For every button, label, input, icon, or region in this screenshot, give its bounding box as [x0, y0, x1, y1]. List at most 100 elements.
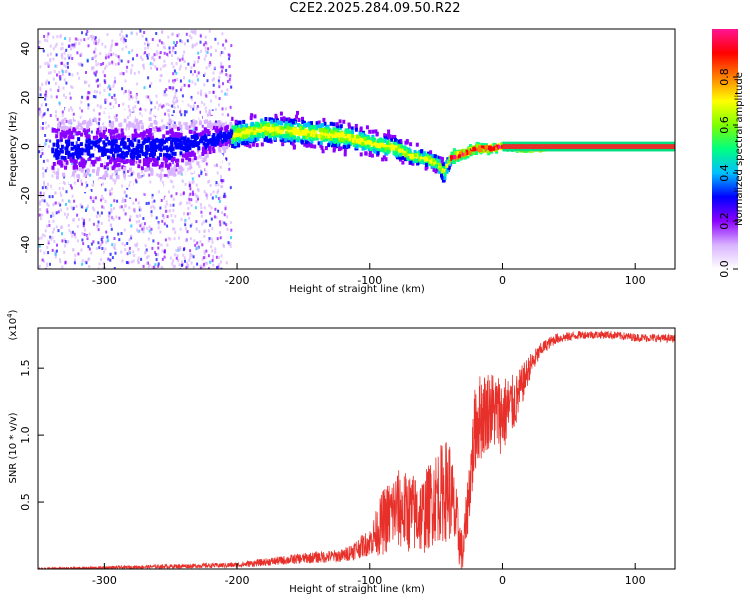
spectrogram-track-cell	[276, 129, 280, 134]
spectrogram-track-cell	[118, 147, 122, 152]
spectrogram-track-cell	[94, 143, 98, 148]
spectrogram-track-cell	[98, 146, 102, 151]
spectrogram-noise-cell	[46, 61, 49, 65]
spectrogram-noise-cell	[63, 175, 66, 179]
spectrogram-track-cell	[68, 180, 72, 185]
spectrogram-track-cell	[253, 130, 257, 135]
spectrogram-track-cell	[300, 139, 304, 144]
spectrogram-noise-cell	[64, 70, 67, 74]
spectrogram-track-cell	[99, 126, 103, 131]
spectrogram-noise-cell	[203, 206, 206, 210]
spectrogram-noise-cell	[154, 65, 157, 69]
spectrogram-track-cell	[301, 116, 304, 121]
spectrogram-noise-cell	[174, 51, 177, 55]
spectrogram-noise-cell	[90, 251, 93, 255]
spectrogram-noise-cell	[207, 239, 210, 243]
spectrogram-noise-cell	[183, 220, 186, 224]
spectrogram-noise-cell	[217, 189, 220, 193]
spectrogram-noise-cell	[55, 42, 58, 46]
spectrogram-track-cell	[270, 117, 273, 122]
spectrogram-noise-cell	[151, 56, 153, 60]
spectrogram-noise-cell	[189, 249, 192, 253]
spectrogram-noise-cell	[51, 236, 54, 240]
spectrogram-track-cell	[85, 188, 89, 193]
spectrogram-noise-cell	[155, 155, 158, 159]
spectrogram-track-cell	[140, 132, 144, 137]
spectrogram-noise-cell	[189, 183, 192, 187]
spectrogram-noise-cell	[108, 211, 111, 215]
spectrogram-noise-cell	[221, 65, 224, 69]
spectrogram-noise-cell	[92, 183, 95, 187]
spectrogram-noise-cell	[176, 105, 179, 109]
spectrogram-noise-cell	[229, 242, 232, 245]
spectrogram-noise-cell	[73, 45, 76, 49]
spectrogram-track-cell	[56, 191, 60, 196]
spectrogram-track-cell	[178, 121, 182, 126]
spectrogram-noise-cell	[49, 139, 52, 143]
spectrogram-track-cell	[339, 124, 343, 129]
spectrogram-noise-cell	[109, 252, 112, 256]
colorbar-tick-label: 0.0	[718, 260, 731, 278]
spectrogram-noise-cell	[159, 51, 162, 55]
spectrogram-track-cell	[423, 159, 427, 164]
spectrogram-noise-cell	[183, 60, 186, 64]
spectrogram-noise-cell	[49, 59, 52, 63]
spectrogram-track-cell	[316, 124, 320, 129]
spectrogram-track-cell	[174, 132, 178, 136]
spectrogram-noise-cell	[44, 169, 47, 173]
spectrogram-track-cell	[250, 113, 254, 118]
spectrogram-track-cell	[329, 136, 333, 141]
spectrogram-noise-cell	[211, 249, 214, 253]
spectrogram-noise-cell	[106, 55, 109, 59]
spectrogram-noise-cell	[109, 85, 112, 89]
spectrogram-noise-cell	[176, 99, 179, 103]
spectrogram-noise-cell	[204, 256, 207, 260]
spectrogram-noise-cell	[51, 174, 54, 178]
spectrogram-track-cell	[185, 117, 189, 122]
spectrogram-track-cell	[276, 120, 280, 124]
spectrogram-noise-cell	[202, 256, 205, 260]
spectrogram-track-cell	[67, 142, 71, 147]
spectrogram-noise-cell	[159, 172, 162, 176]
spectrogram-track-cell	[195, 163, 199, 168]
spectrogram-track-cell	[370, 147, 374, 152]
spectrogram-noise-cell	[225, 39, 228, 43]
spectrogram-noise-cell	[60, 193, 63, 197]
spectrogram-noise-cell	[95, 70, 98, 74]
spectrogram-track-cell	[401, 160, 405, 165]
spectrogram-track-cell	[147, 157, 151, 162]
spectrogram-noise-cell	[54, 171, 57, 175]
spectrogram-noise-cell	[153, 114, 155, 118]
spectrogram-track-cell	[329, 141, 333, 145]
spectrogram-track-cell	[54, 152, 58, 157]
spectrogram-noise-cell	[108, 218, 111, 222]
spectrogram-track-cell	[333, 139, 337, 144]
spectrogram-noise-cell	[160, 74, 163, 77]
spectrogram-track-cell	[359, 126, 363, 131]
spectrogram-noise-cell	[49, 262, 51, 266]
spectrogram-noise-cell	[212, 83, 215, 87]
spectrogram-noise-cell	[189, 237, 192, 241]
spectrogram-noise-cell	[43, 251, 46, 255]
spectrogram-noise-cell	[222, 195, 225, 199]
spectrogram-noise-cell	[162, 45, 165, 49]
spectrogram-noise-cell	[104, 188, 107, 192]
spectrogram-track-cell	[68, 128, 72, 133]
spectrogram-noise-cell	[86, 204, 89, 208]
spectrogram-track-cell	[63, 156, 67, 160]
spectrogram-track-cell	[76, 125, 80, 130]
spectrogram-noise-cell	[228, 80, 231, 84]
spectrogram-noise-cell	[211, 259, 214, 263]
spectrogram-track-cell	[421, 152, 425, 156]
spectrogram-noise-cell	[68, 200, 71, 204]
spectrogram-noise-cell	[57, 201, 60, 205]
spectrogram-noise-cell	[138, 208, 141, 212]
spectrogram-track-cell	[429, 162, 433, 167]
spectrogram-track-cell	[485, 144, 488, 149]
spectrogram-track-cell	[221, 123, 225, 128]
spectrogram-track-cell	[332, 127, 336, 132]
spectrogram-noise-cell	[220, 175, 222, 178]
spectrogram-noise-cell	[204, 261, 207, 265]
spectrogram-track-cell	[210, 142, 214, 147]
spectrogram-noise-cell	[39, 154, 42, 158]
